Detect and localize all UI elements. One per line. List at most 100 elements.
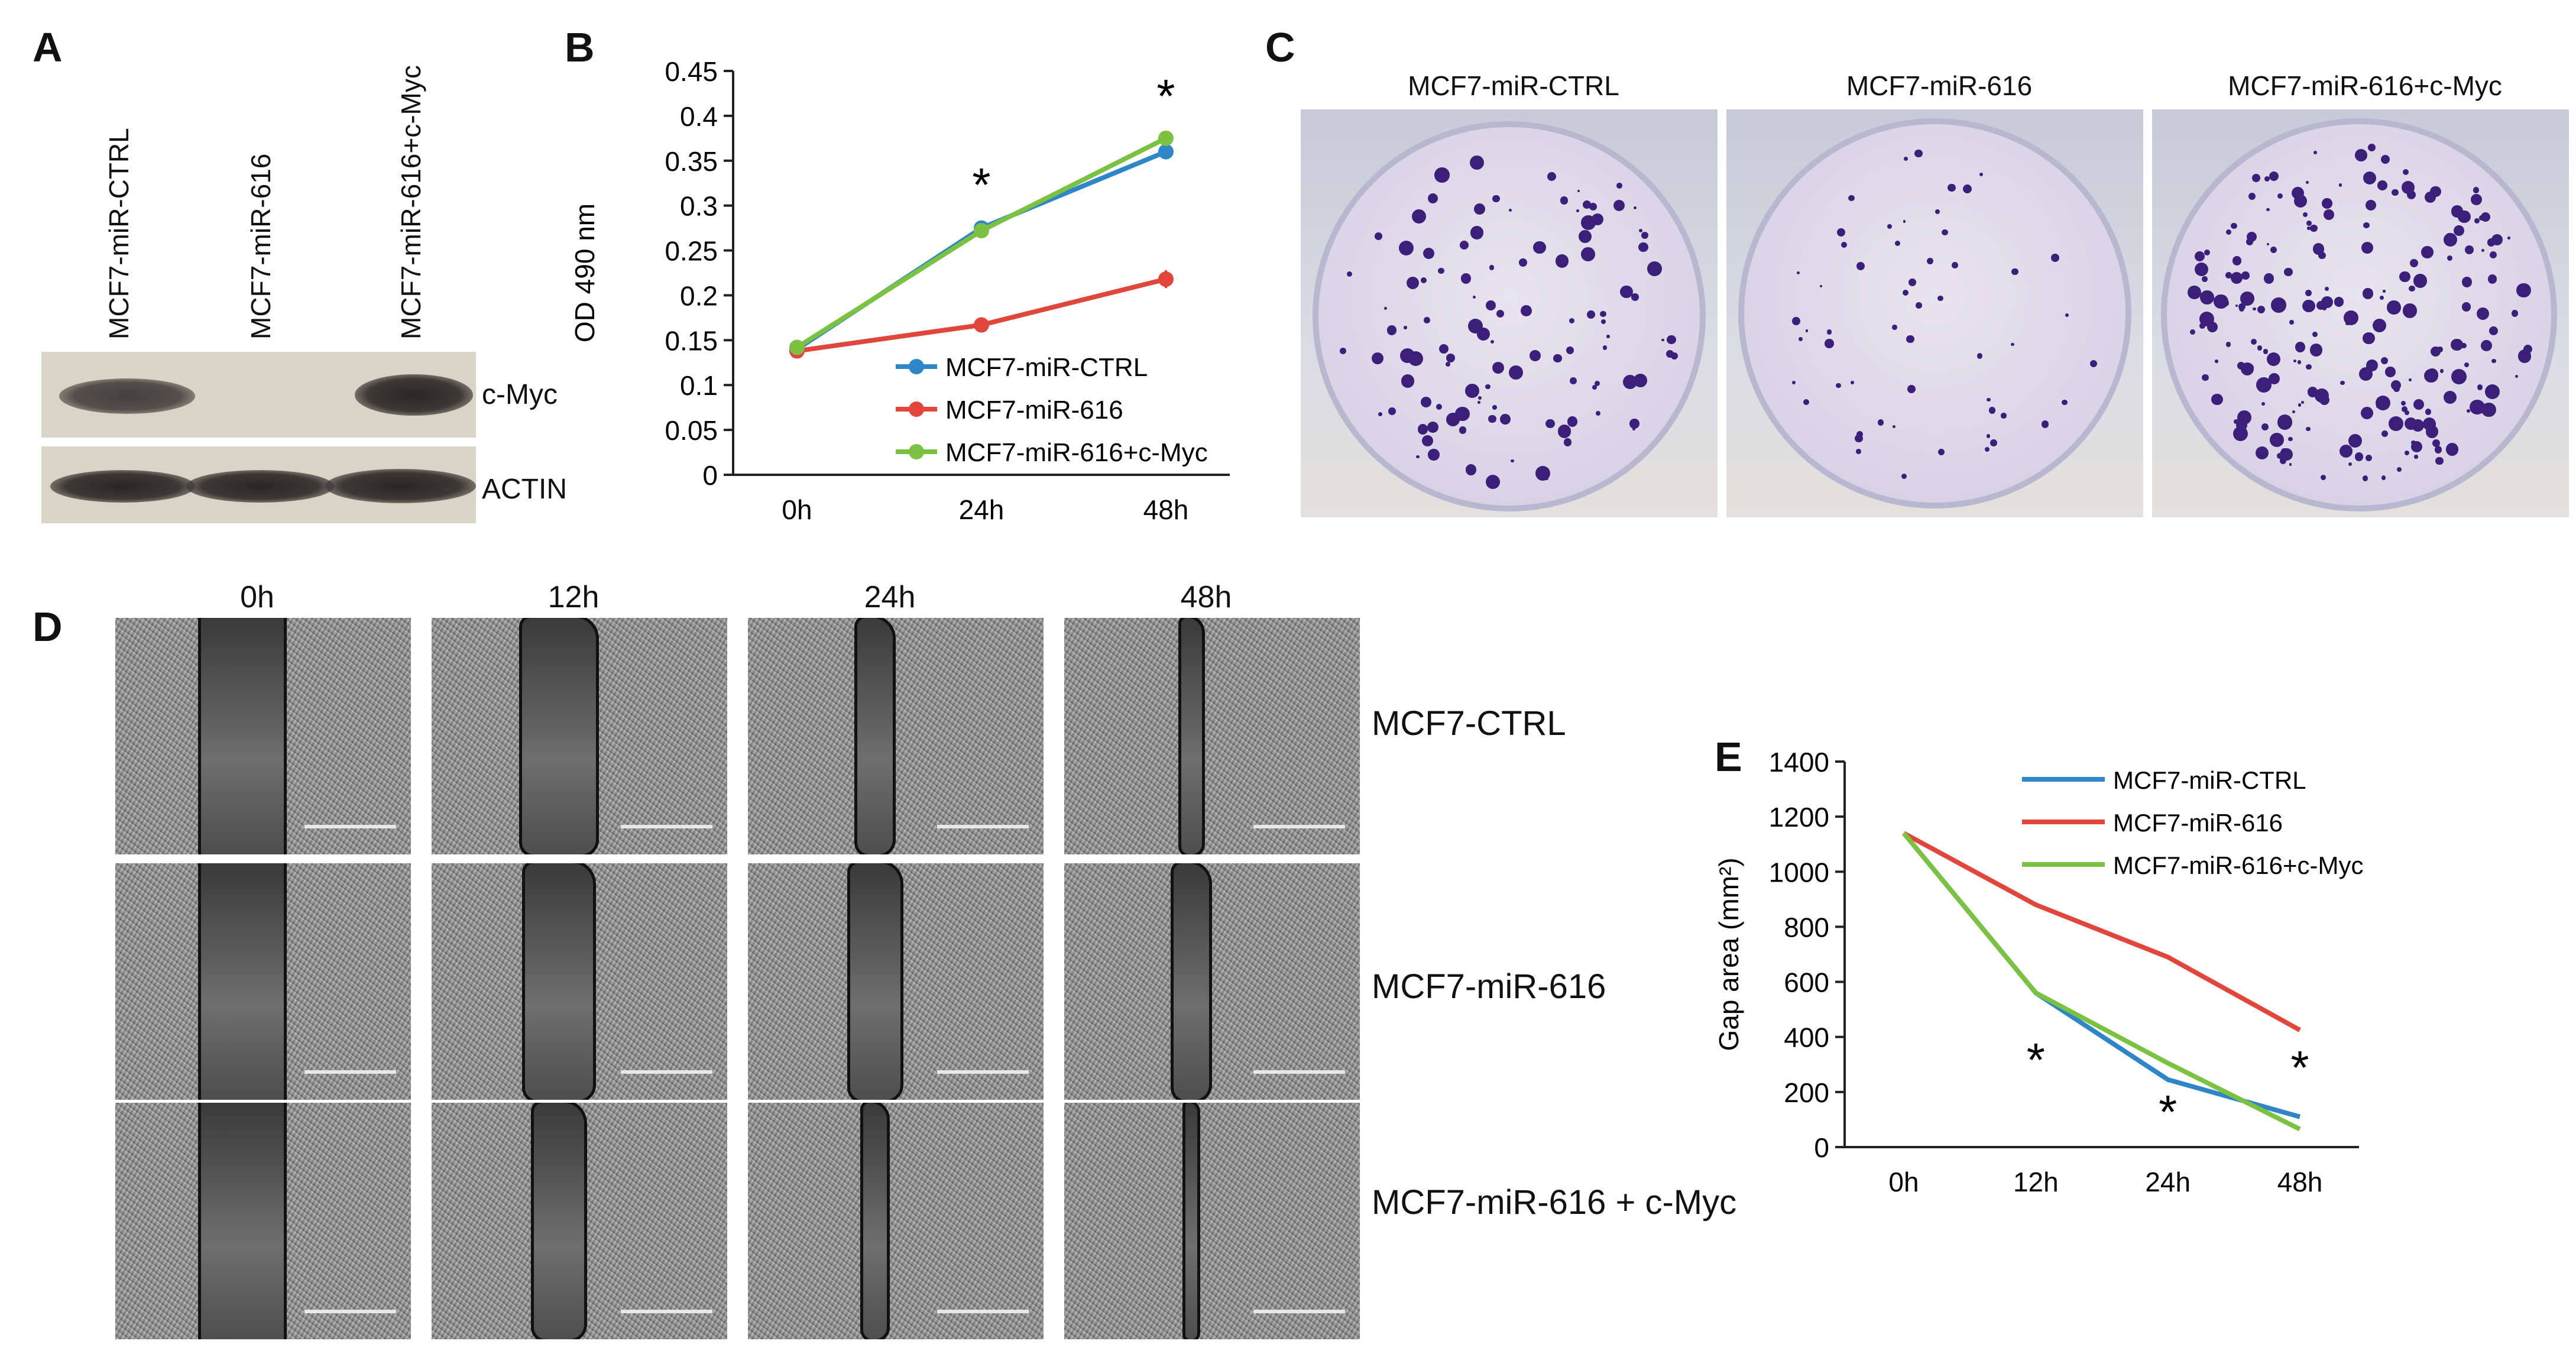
colony <box>2011 342 2014 346</box>
colony <box>1667 335 1676 344</box>
plate-title-mir616-cmyc: MCF7-miR-616+c-Myc <box>2228 70 2502 101</box>
colony <box>1490 340 1494 344</box>
y-tick-label: 0.35 <box>665 146 718 177</box>
colony <box>2277 414 2293 430</box>
colony <box>1436 403 1443 410</box>
colony <box>2372 318 2387 333</box>
colony <box>1547 171 1557 182</box>
colony <box>1555 254 1569 268</box>
colony <box>1407 276 1420 289</box>
colony <box>2489 251 2497 259</box>
colony <box>2312 243 2325 255</box>
colony <box>2011 268 2018 275</box>
colony <box>2237 362 2245 370</box>
scale-bar <box>937 1070 1029 1074</box>
panel-letter-c: C <box>1265 24 1295 70</box>
colony <box>2343 310 2358 325</box>
colony <box>2065 313 2069 317</box>
colony <box>1434 167 1450 183</box>
colony <box>2214 398 2217 401</box>
colony <box>1826 329 1832 335</box>
colony <box>1587 310 1595 319</box>
colony <box>2361 241 2374 254</box>
colony <box>2199 290 2214 305</box>
y-tick-label: 200 <box>1784 1077 1829 1108</box>
colony <box>1948 183 1956 192</box>
colony <box>2213 294 2228 309</box>
colony <box>2261 423 2269 431</box>
time-label-24h: 24h <box>864 580 916 614</box>
colony <box>1638 228 1643 233</box>
y-tick-label: 0 <box>702 460 718 491</box>
colony <box>2474 401 2484 412</box>
colony <box>1891 324 1897 330</box>
colony <box>1907 385 1916 394</box>
colony <box>1485 384 1490 390</box>
scale-bar <box>1253 1070 1345 1074</box>
chart-e-gap-area: 0 200 400 600 800 1000 1200 1400 0h 12h 24h 48h Gap … <box>1713 747 2364 1197</box>
colony <box>1903 289 1909 296</box>
row-label-mcf7-mir616-cmyc: MCF7-miR-616 + c-Myc <box>1372 1183 1737 1222</box>
colony <box>1926 258 1933 265</box>
colony <box>2425 425 2439 438</box>
colony <box>1906 335 1915 344</box>
colony <box>2362 288 2374 299</box>
colony <box>1577 190 1580 193</box>
colony <box>1952 262 1959 269</box>
colony <box>1477 396 1482 400</box>
colony <box>2461 277 2473 287</box>
colony <box>1988 407 1995 414</box>
x-tick-label: 12h <box>2013 1167 2059 1197</box>
colony <box>1437 267 1444 274</box>
colony <box>2366 454 2373 461</box>
y-tick-label: 0.45 <box>665 56 718 87</box>
colony <box>2407 424 2413 430</box>
scratch-image <box>115 1103 411 1339</box>
colony <box>2263 349 2269 354</box>
data-point <box>1158 271 1174 287</box>
scratch-image <box>748 1103 1044 1339</box>
colony <box>1579 230 1592 243</box>
scratch-image <box>1064 863 1360 1100</box>
scratch-image <box>1064 1103 1360 1339</box>
colony <box>1901 473 1907 480</box>
colony <box>1465 383 1479 398</box>
colony <box>2288 436 2293 442</box>
colony <box>1470 226 1484 240</box>
colony <box>1465 464 1477 475</box>
colony <box>1492 195 1500 203</box>
colony <box>1563 438 1572 446</box>
colony <box>2396 467 2402 472</box>
colony <box>1908 278 1917 287</box>
colony <box>2289 319 2294 325</box>
significance-star: * <box>2290 1041 2309 1094</box>
colony <box>2477 384 2483 390</box>
colony <box>2434 446 2442 454</box>
y-tick-label: 0.05 <box>665 415 718 446</box>
colony <box>2240 291 2254 306</box>
scratch-image <box>748 863 1044 1100</box>
colony <box>1638 242 1648 252</box>
colony <box>1347 271 1353 277</box>
colony <box>1473 203 1485 215</box>
colony <box>2318 252 2326 260</box>
colony <box>1937 295 1943 302</box>
x-tick-label: 24h <box>2145 1167 2191 1197</box>
colony <box>2264 176 2270 182</box>
plate-title-mir616: MCF7-miR-616 <box>1846 70 2033 101</box>
colony <box>1634 374 1647 387</box>
colony <box>2517 349 2532 364</box>
y-tick-label: 0.3 <box>680 191 718 222</box>
colony <box>1401 374 1415 388</box>
colony <box>1545 419 1555 429</box>
colony <box>1942 229 1948 236</box>
y-tick-label: 1000 <box>1769 857 1829 888</box>
series-line-2 <box>1901 831 2301 1132</box>
colony <box>1486 474 1501 489</box>
colony <box>2256 377 2272 393</box>
colony <box>2051 254 2060 263</box>
colony <box>1616 183 1622 189</box>
colony <box>2409 286 2415 292</box>
colony <box>1661 338 1664 342</box>
colony <box>2204 249 2211 255</box>
